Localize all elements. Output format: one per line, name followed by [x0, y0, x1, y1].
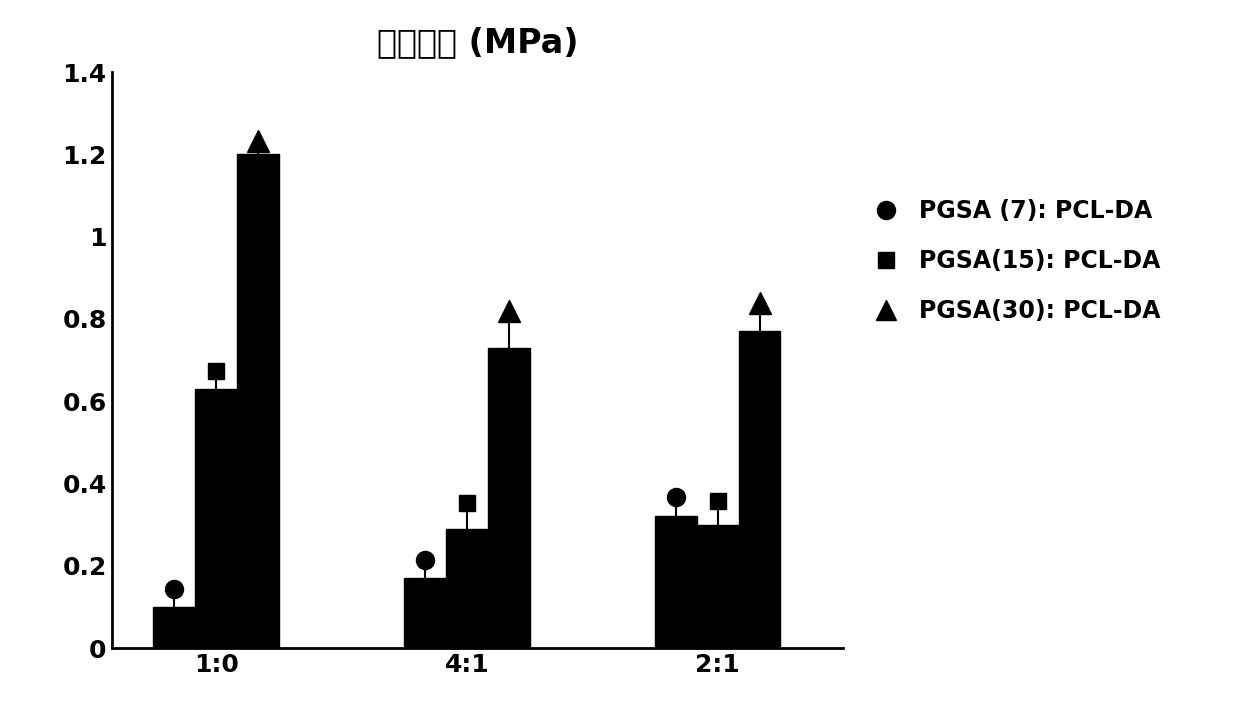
Title: 抗张强度 (MPa): 抗张强度 (MPa) [377, 27, 578, 60]
Bar [487, 348, 529, 648]
Bar [154, 607, 195, 648]
Bar [697, 525, 739, 648]
Bar [655, 516, 697, 648]
Bar [404, 578, 446, 648]
Bar [446, 528, 487, 648]
Legend: PGSA (7): PCL-DA, PGSA(15): PCL-DA, PGSA(30): PCL-DA: PGSA (7): PCL-DA, PGSA(15): PCL-DA, PGSA… [862, 199, 1161, 323]
Bar [739, 331, 780, 648]
Bar [237, 154, 279, 648]
Bar [195, 389, 237, 648]
